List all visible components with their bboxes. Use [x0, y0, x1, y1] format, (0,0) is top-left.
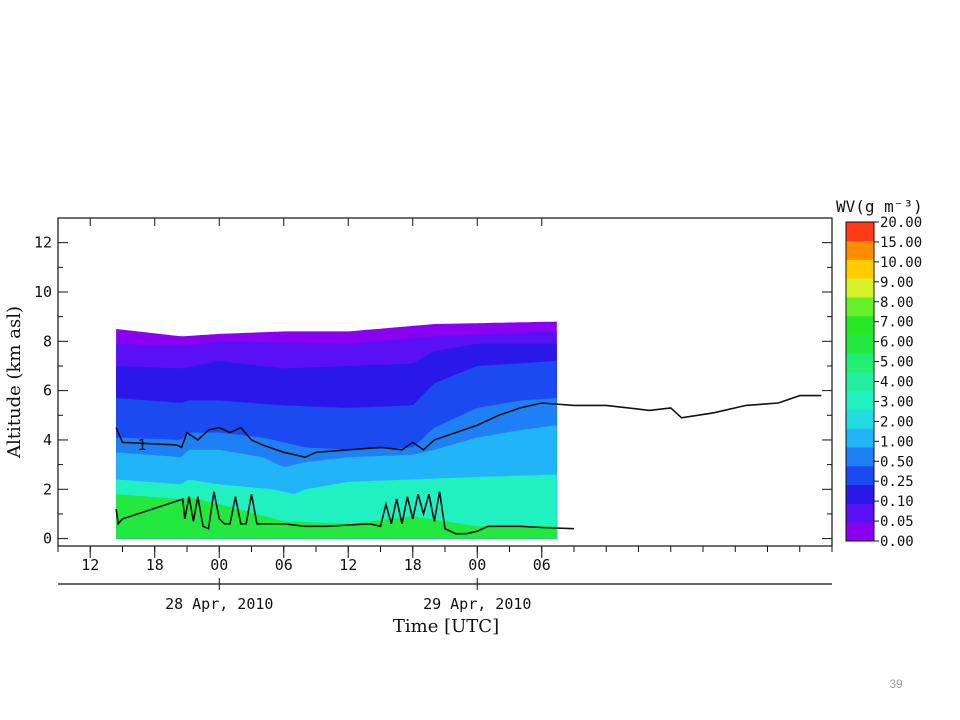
colorbar-swatch	[846, 315, 874, 335]
x-tick-label: 12	[81, 556, 99, 574]
colorbar-swatch	[846, 278, 874, 298]
colorbar-swatch	[846, 353, 874, 373]
x-tick-label: 18	[404, 556, 422, 574]
y-tick-label: 12	[34, 234, 52, 252]
y-axis-title: Altitude (km asl)	[4, 306, 25, 459]
x-tick-label: 18	[146, 556, 164, 574]
colorbar-label: 3.00	[880, 394, 914, 410]
x-tick-label: 00	[468, 556, 486, 574]
colorbar-label: 0.25	[880, 474, 914, 490]
colorbar-swatch	[846, 484, 874, 504]
page-number: 39	[889, 677, 903, 691]
x-tick-label: 06	[275, 556, 293, 574]
colorbar-label: 15.00	[880, 235, 922, 251]
y-tick-label: 2	[43, 480, 52, 498]
colorbar-swatch	[846, 240, 874, 260]
y-tick-label: 4	[43, 431, 52, 449]
y-tick-label: 10	[34, 283, 52, 301]
colorbar-label: 10.00	[880, 255, 922, 271]
colorbar-label: 6.00	[880, 335, 914, 351]
y-tick-label: 6	[43, 382, 52, 400]
x-tick-label: 12	[339, 556, 357, 574]
colorbar-label: 5.00	[880, 355, 914, 371]
x-tick-label: 06	[533, 556, 551, 574]
colorbar-swatch	[846, 522, 874, 542]
date-label: 28 Apr, 2010	[165, 595, 273, 613]
colorbar-swatch	[846, 390, 874, 410]
colorbar-label: 0.00	[880, 534, 914, 550]
colorbar-swatch	[846, 409, 874, 429]
contour-lower	[115, 491, 575, 535]
colorbar-label: 0.05	[880, 514, 914, 530]
colorbar-swatch	[846, 297, 874, 317]
contour-upper	[115, 394, 822, 459]
date-label: 29 Apr, 2010	[423, 595, 531, 613]
contour-label: 1	[138, 436, 147, 454]
colorbar-swatch	[846, 465, 874, 485]
x-tick-label: 00	[210, 556, 228, 574]
colorbar-title: WV(g m⁻³)	[836, 197, 923, 216]
colorbar-label: 2.00	[880, 414, 914, 430]
field-layer	[116, 494, 557, 539]
contour-lines: 1	[115, 394, 822, 535]
colorbar-swatch	[846, 447, 874, 467]
colorbar-label: 20.00	[880, 215, 922, 231]
colorbar-label: 4.00	[880, 375, 914, 391]
colorbar-label: 8.00	[880, 295, 914, 311]
colorbar-swatch	[846, 428, 874, 448]
y-axis: 0 2 4 6 8 10 12	[34, 234, 832, 548]
water-vapor-field	[116, 321, 557, 539]
colorbar-swatch	[846, 259, 874, 279]
x-axis-title: Time [UTC]	[393, 616, 499, 637]
colorbar-label: 1.00	[880, 434, 914, 450]
colorbar: 0.00 0.05 0.10 0.25 0.50 1.00 2.00 3.00 4.00 5.00…	[845, 215, 922, 550]
colorbar-label: 0.50	[880, 454, 914, 470]
colorbar-swatch	[846, 372, 874, 392]
colorbar-swatch	[846, 503, 874, 523]
date-axis: 28 Apr, 2010 29 Apr, 2010	[165, 578, 531, 613]
colorbar-label: 7.00	[880, 315, 914, 331]
colorbar-label: 0.10	[880, 494, 914, 510]
colorbar-label: 9.00	[880, 275, 914, 291]
colorbar-swatch	[846, 334, 874, 354]
y-tick-label: 8	[43, 332, 52, 350]
y-tick-label: 0	[43, 530, 52, 548]
x-axis: 12 18 00 06 12 18 00 06	[57, 218, 833, 574]
colorbar-swatch	[846, 222, 874, 242]
